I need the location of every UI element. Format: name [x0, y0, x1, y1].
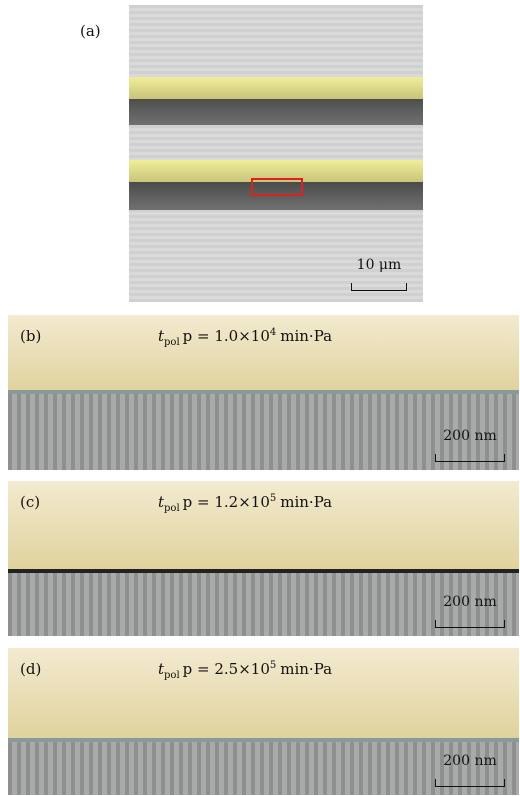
interface [8, 738, 519, 742]
sem-image: 10 μm [129, 5, 423, 302]
formula-exp: 5 [270, 660, 276, 671]
panel-label: (a) [80, 22, 101, 40]
formula-sub: pol [164, 670, 180, 681]
scale-bar-line [435, 454, 505, 462]
formula-unit: min·Pa [280, 493, 332, 511]
scale-bar-line [435, 620, 505, 628]
scale-bar-label: 200 nm [435, 594, 505, 610]
formula-exp: 5 [270, 493, 276, 504]
scale-bar: 10 μm [351, 257, 407, 291]
formula-mid: p = 1.2×10 [183, 493, 270, 511]
formula-exp: 4 [270, 327, 276, 338]
scale-bar-line [435, 779, 505, 787]
scale-bar-label: 200 nm [435, 428, 505, 444]
interface [8, 390, 519, 394]
panel-label: (c) [20, 493, 40, 511]
figure: (a) 10 μm (() => { const data = JSON.par… [0, 0, 520, 796]
scale-bar-label: 10 μm [351, 257, 407, 273]
formula-mid: p = 1.0×10 [183, 327, 270, 345]
interface [8, 569, 519, 573]
formula-mid: p = 2.5×10 [183, 660, 270, 678]
scale-bar: 200 nm [435, 753, 505, 787]
panel-label: (d) [20, 660, 41, 678]
formula-unit: min·Pa [280, 660, 332, 678]
panel-label: (b) [20, 327, 41, 345]
scale-bar: 200 nm [435, 428, 505, 462]
scale-bar-label: 200 nm [435, 753, 505, 769]
scale-bar: 200 nm [435, 594, 505, 628]
formula-unit: min·Pa [280, 327, 332, 345]
formula-sub: pol [164, 503, 180, 514]
formula-sub: pol [164, 337, 180, 348]
